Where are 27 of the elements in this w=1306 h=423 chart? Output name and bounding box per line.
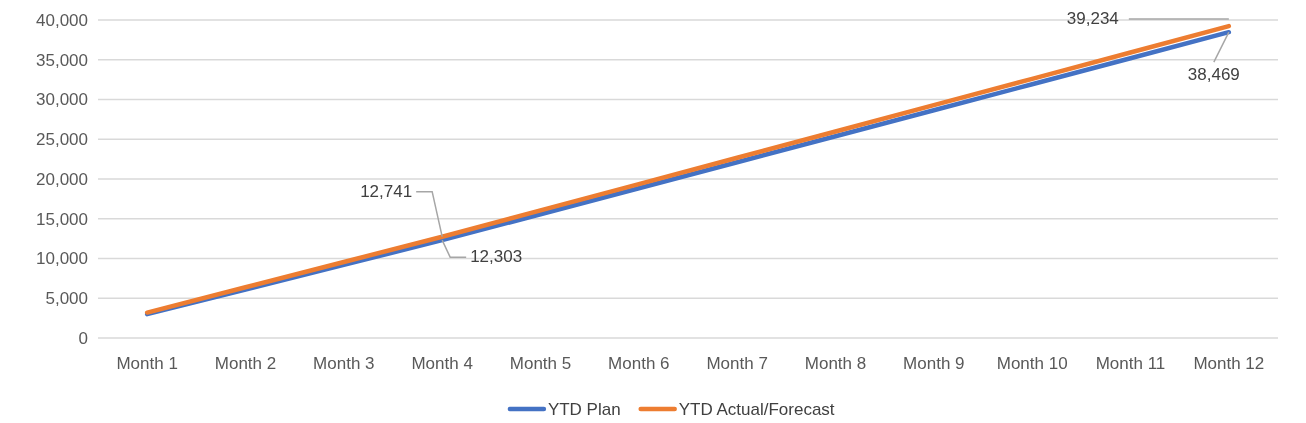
data-label: 38,469 — [1187, 65, 1240, 85]
x-tick-label: Month 1 — [116, 354, 178, 373]
x-tick-label: Month 10 — [996, 354, 1068, 373]
y-tick-label: 0 — [78, 328, 88, 348]
y-tick-label: 30,000 — [36, 90, 88, 110]
x-tick-label: Month 7 — [706, 354, 768, 373]
y-tick-label: 40,000 — [36, 10, 88, 30]
y-tick-label: 10,000 — [36, 249, 88, 269]
data-label: 12,741 — [360, 181, 413, 201]
x-tick-label: Month 5 — [509, 354, 572, 373]
x-tick-label: Month 8 — [804, 354, 867, 373]
data-label: 39,234 — [1066, 9, 1119, 29]
x-tick-label: Month 6 — [608, 354, 670, 373]
y-tick-label: 35,000 — [36, 50, 88, 70]
y-tick-label: 25,000 — [36, 130, 88, 150]
y-tick-label: 5,000 — [45, 289, 88, 309]
x-tick-label: Month 12 — [1193, 354, 1265, 373]
x-tick-label: Month 4 — [411, 354, 473, 373]
x-tick-label: Month 11 — [1095, 354, 1166, 373]
x-tick-label: Month 2 — [214, 354, 277, 373]
data-label: 12,303 — [470, 247, 523, 267]
y-tick-label: 15,000 — [36, 209, 88, 229]
x-tick-label: Month 9 — [903, 354, 965, 373]
y-tick-label: 20,000 — [36, 169, 88, 189]
x-tick-label: Month 3 — [313, 354, 375, 373]
legend-label: YTD Plan — [547, 400, 621, 419]
legend-label: YTD Actual/Forecast — [678, 400, 835, 419]
